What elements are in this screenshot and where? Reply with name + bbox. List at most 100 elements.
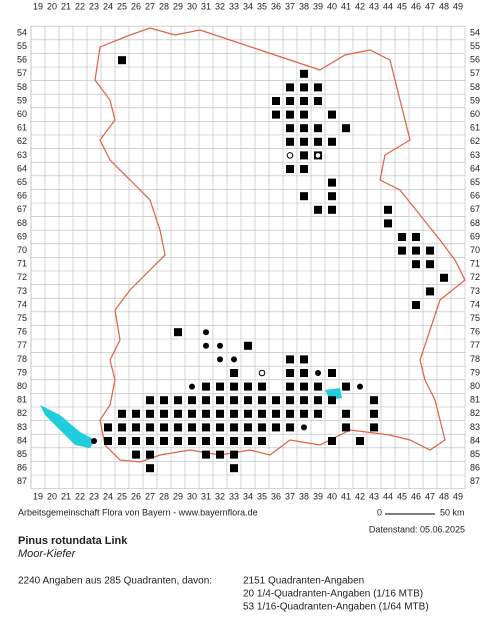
occurrence-dot	[231, 356, 237, 363]
summary-line: 2151 Quadranten-Angaben	[243, 576, 364, 587]
row-label: 85	[17, 449, 27, 459]
column-label: 31	[201, 1, 211, 11]
column-label: 30	[187, 491, 197, 501]
occurrence-square	[216, 382, 224, 391]
row-label: 72	[470, 272, 480, 282]
column-label: 38	[299, 491, 309, 501]
occurrence-square	[300, 409, 308, 418]
column-label: 43	[369, 1, 379, 11]
occurrence-square	[230, 409, 238, 418]
column-label: 37	[285, 491, 295, 501]
occurrence-square	[370, 423, 378, 432]
occurrence-square	[146, 423, 154, 432]
occurrence-dot	[315, 370, 321, 376]
occurrence-square	[216, 450, 224, 459]
occurrence-square	[146, 396, 154, 405]
column-label: 26	[131, 1, 141, 11]
occurrence-square	[244, 437, 252, 445]
occurrence-dot	[217, 356, 223, 363]
occurrence-square	[398, 233, 406, 241]
row-label: 56	[17, 55, 27, 65]
occurrence-square	[230, 382, 238, 391]
column-label: 47	[425, 1, 435, 11]
row-label: 64	[17, 163, 27, 173]
occurrence-square	[258, 409, 266, 418]
column-label: 44	[383, 1, 393, 11]
row-label: 74	[470, 299, 480, 309]
column-label: 27	[145, 491, 155, 501]
row-label: 55	[470, 41, 480, 51]
occurrence-square	[314, 97, 322, 105]
occurrence-square	[300, 396, 308, 405]
occurrence-square	[146, 450, 154, 459]
row-label: 70	[470, 245, 480, 255]
column-label: 47	[425, 491, 435, 501]
column-label: 20	[47, 491, 57, 501]
occurrence-open	[258, 369, 266, 377]
occurrence-square	[244, 423, 252, 432]
occurrence-square	[384, 219, 392, 228]
occurrence-square	[412, 260, 420, 269]
column-label: 30	[187, 1, 197, 11]
row-label: 65	[470, 177, 480, 187]
row-label: 80	[17, 381, 27, 391]
occurrence-square	[230, 437, 238, 445]
occurrence-dot	[91, 438, 97, 444]
summary-total: 2240 Angaben aus 285 Quadranten, davon:	[18, 576, 212, 587]
column-label: 25	[117, 1, 127, 11]
summary-line: 53 1/16-Quadranten-Angaben (1/64 MTB)	[243, 602, 429, 613]
column-label: 36	[271, 491, 281, 501]
occurrence-square	[258, 382, 266, 391]
occurrence-square	[328, 192, 336, 201]
column-label: 24	[103, 1, 113, 11]
occurrence-square	[202, 423, 210, 432]
row-label: 62	[470, 136, 480, 146]
occurrence-square	[272, 423, 280, 432]
row-label: 58	[17, 82, 27, 92]
occurrence-square	[300, 137, 308, 146]
occurrence-square	[230, 464, 238, 473]
row-label: 59	[470, 95, 480, 105]
occurrence-square	[300, 382, 308, 391]
occurrence-dot	[119, 410, 125, 417]
occurrence-square	[286, 97, 294, 105]
occurrence-square	[160, 437, 168, 445]
column-label: 43	[369, 491, 379, 501]
column-label: 28	[159, 491, 169, 501]
row-label: 69	[17, 231, 27, 241]
column-label: 33	[229, 491, 239, 501]
occurrence-square	[426, 246, 434, 255]
occurrence-open	[314, 152, 322, 159]
occurrence-square	[440, 273, 448, 282]
occurrence-square	[244, 341, 252, 350]
occurrence-square	[370, 396, 378, 405]
column-label: 48	[439, 1, 449, 11]
occurrence-square	[314, 396, 322, 405]
row-label: 79	[17, 367, 27, 377]
column-label: 34	[243, 1, 253, 11]
row-label: 75	[17, 313, 27, 323]
occurrence-square	[160, 423, 168, 432]
occurrence-square	[370, 409, 378, 418]
row-label: 64	[470, 163, 480, 173]
column-label: 41	[341, 491, 351, 501]
column-label: 32	[215, 491, 225, 501]
occurrence-square	[202, 382, 210, 391]
column-label: 44	[383, 491, 393, 501]
column-label: 42	[355, 1, 365, 11]
occurrence-square	[244, 382, 252, 391]
row-label: 70	[17, 245, 27, 255]
occurrence-square	[258, 396, 266, 405]
occurrence-square	[188, 396, 196, 405]
row-label: 84	[17, 435, 27, 445]
column-label: 20	[47, 1, 57, 11]
row-label: 63	[17, 150, 27, 160]
row-label: 78	[17, 354, 27, 364]
row-label: 67	[17, 204, 27, 214]
row-label: 73	[17, 286, 27, 296]
occurrence-square	[174, 328, 182, 337]
row-label: 81	[17, 395, 27, 405]
occurrence-square	[174, 396, 182, 405]
occurrence-square	[426, 260, 434, 269]
